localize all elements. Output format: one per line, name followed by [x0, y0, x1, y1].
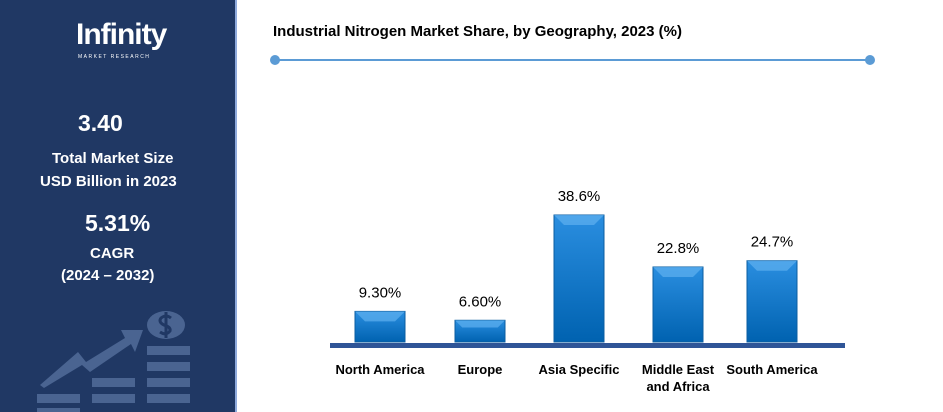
- bar: [746, 260, 798, 343]
- chart-title: Industrial Nitrogen Market Share, by Geo…: [273, 23, 682, 40]
- data-label: 38.6%: [558, 188, 601, 205]
- data-label: 24.7%: [751, 234, 794, 251]
- bar-bevel: [455, 320, 505, 328]
- category-label: Europe: [458, 362, 503, 377]
- bar-bevel: [355, 311, 405, 322]
- category-label: South America: [726, 362, 818, 377]
- sidebar: Infinity MARKET RESEARCH 3.40 Total Mark…: [0, 0, 237, 412]
- bar: [553, 214, 605, 343]
- market-size-unit: USD Billion in 2023: [40, 173, 177, 190]
- category-label: North America: [335, 362, 425, 377]
- market-size-label: Total Market Size: [52, 150, 174, 167]
- category-label: Middle East and Africa: [642, 362, 715, 394]
- underline-dot-right: [865, 55, 875, 65]
- cagr-label: CAGR: [90, 245, 135, 262]
- x-axis-line: [330, 343, 845, 348]
- cagr-value: 5.31%: [85, 210, 151, 236]
- title-underline: [275, 59, 870, 61]
- bar-bevel: [747, 260, 797, 271]
- growth-chart-icon: [37, 311, 190, 412]
- bar: [652, 266, 704, 343]
- dollar-icon: [158, 312, 172, 338]
- bar-bevel: [653, 266, 703, 277]
- cagr-period: (2024 – 2032): [61, 267, 155, 284]
- data-label: 22.8%: [657, 240, 700, 257]
- logo-subtext: MARKET RESEARCH: [78, 54, 151, 60]
- market-size-value: 3.40: [78, 110, 123, 136]
- logo: Infinity: [76, 18, 167, 51]
- bar-bevel: [554, 215, 604, 225]
- underline-dot-left: [270, 55, 280, 65]
- data-label: 6.60%: [459, 293, 502, 310]
- category-label: Asia Specific: [539, 362, 620, 377]
- data-label: 9.30%: [359, 284, 402, 301]
